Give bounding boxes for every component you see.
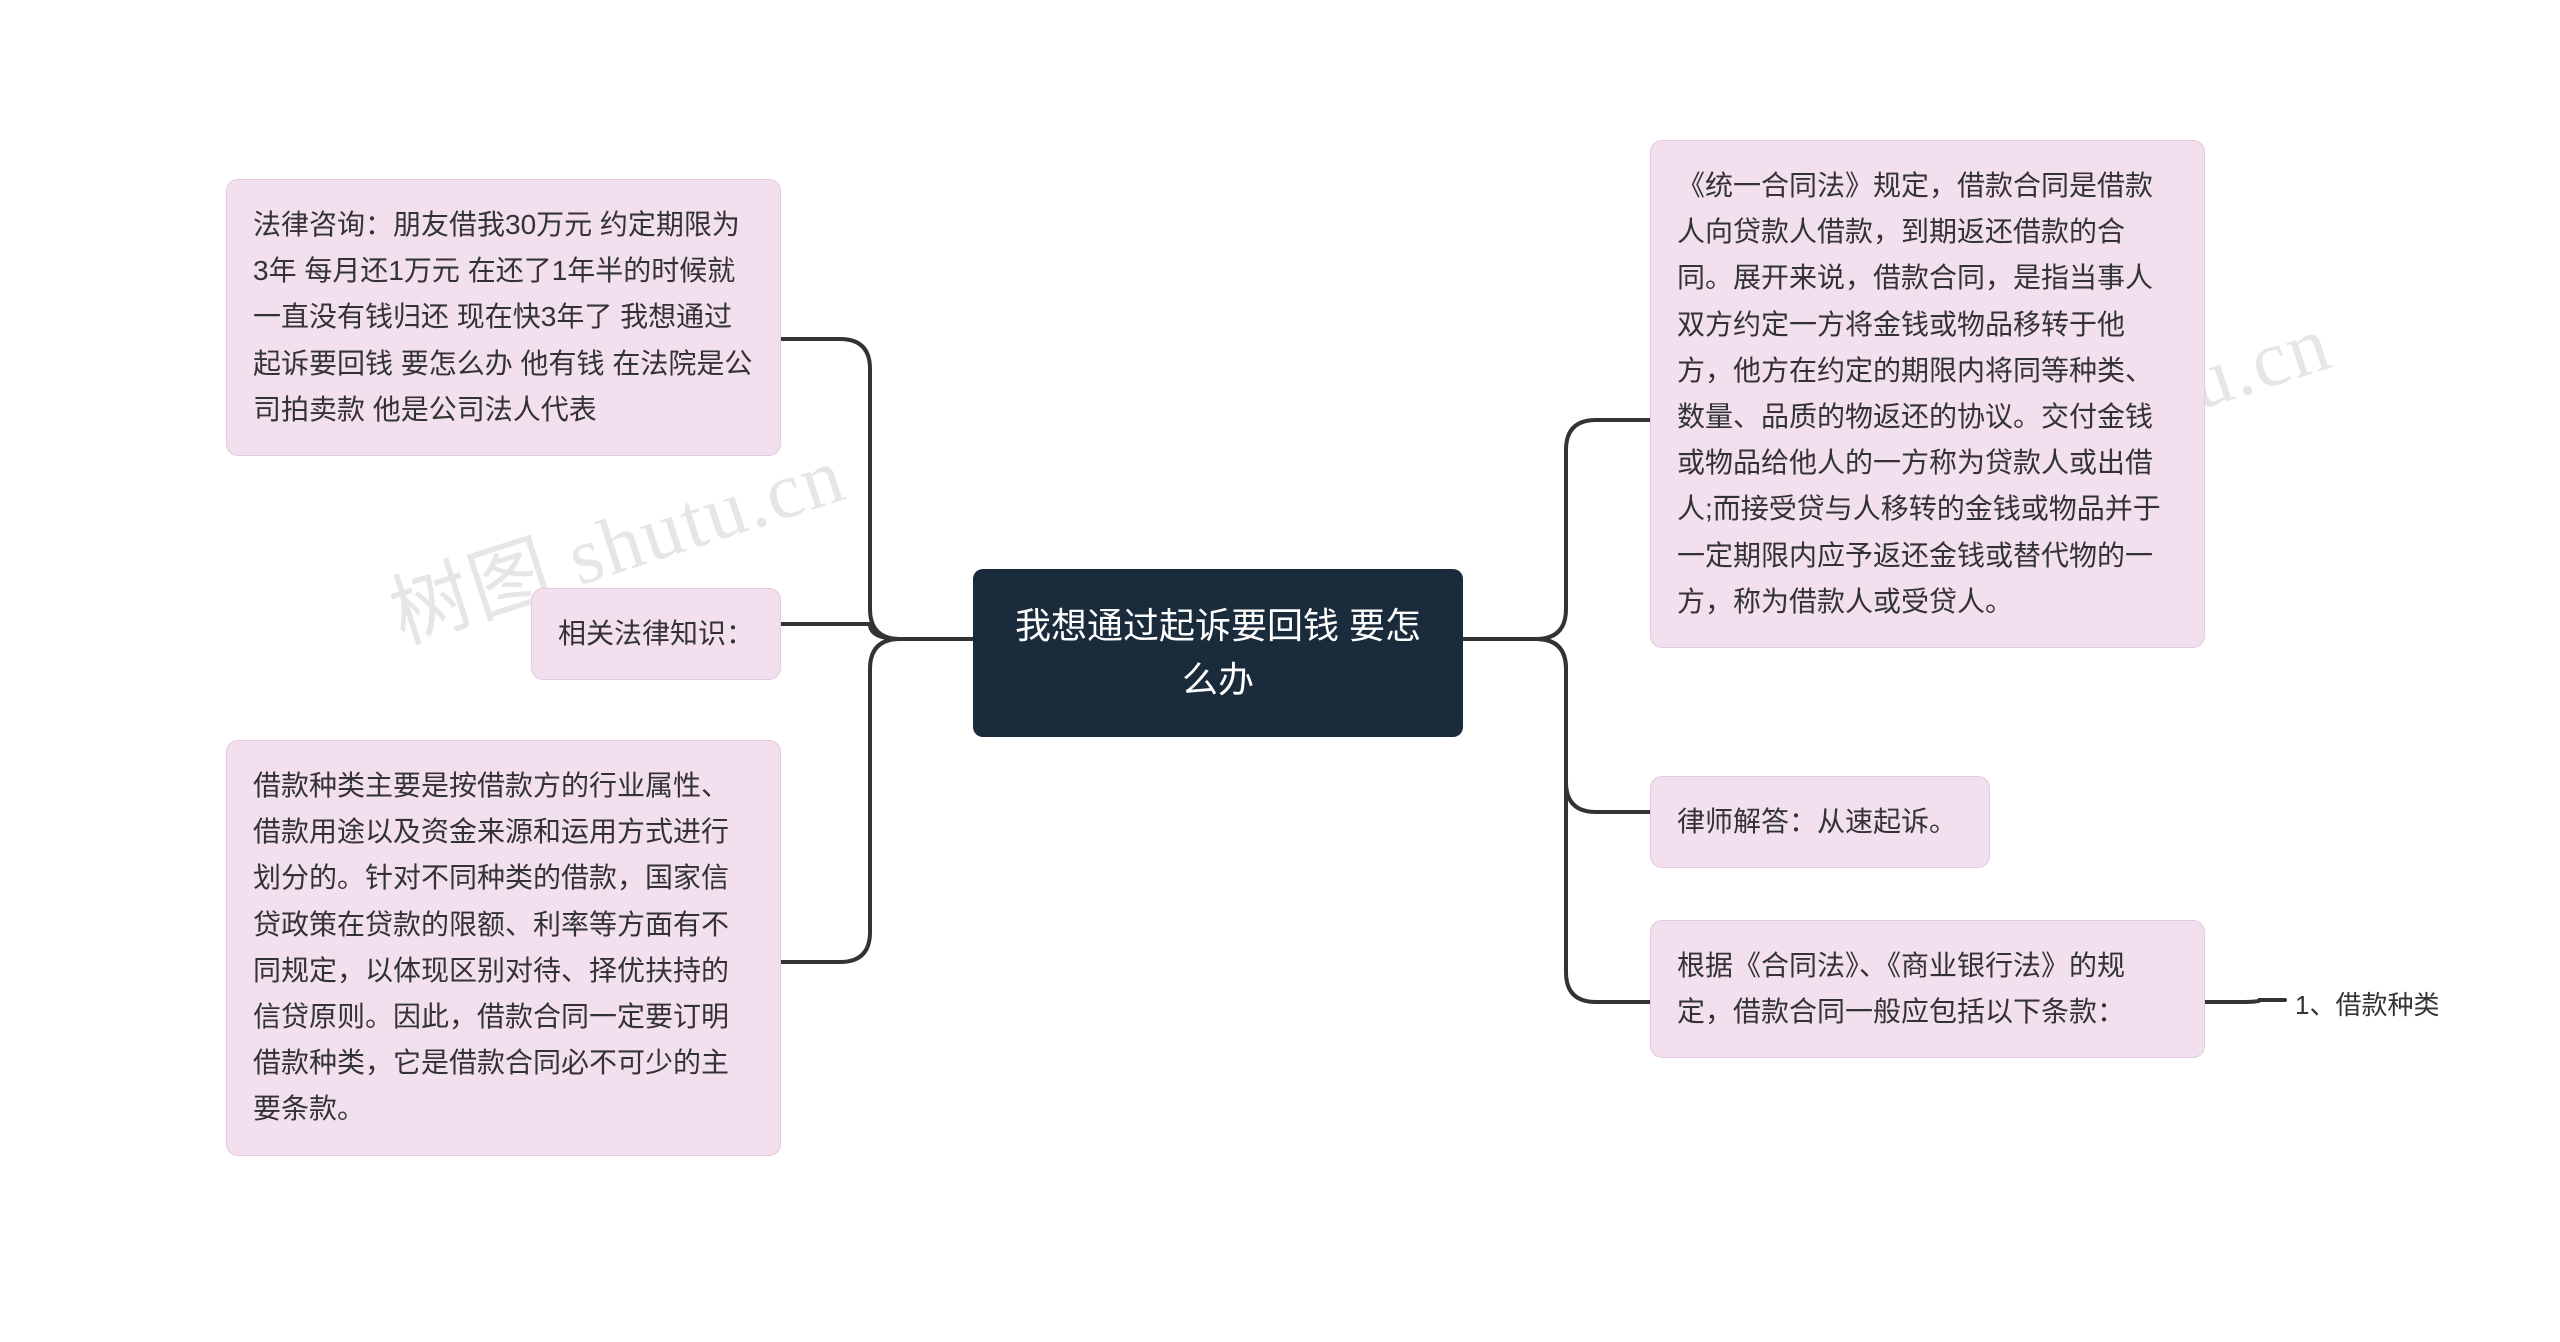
mindmap-canvas: 树图 shutu.cn shutu.cn 我想通过起诉要回钱 要怎么办 法律咨询… <box>0 0 2560 1342</box>
left-node-1[interactable]: 法律咨询：朋友借我30万元 约定期限为3年 每月还1万元 在还了1年半的时候就一… <box>226 179 781 456</box>
right-node-2[interactable]: 律师解答：从速起诉。 <box>1650 776 1990 868</box>
left-node-2[interactable]: 相关法律知识： <box>531 588 781 680</box>
center-node[interactable]: 我想通过起诉要回钱 要怎么办 <box>973 569 1463 737</box>
right-node-3[interactable]: 根据《合同法》、《商业银行法》的规定，借款合同一般应包括以下条款： <box>1650 920 2205 1058</box>
right-node-3-child[interactable]: 1、借款种类 <box>2285 978 2485 1033</box>
right-node-1[interactable]: 《统一合同法》规定，借款合同是借款人向贷款人借款，到期返还借款的合同。展开来说，… <box>1650 140 2205 648</box>
left-node-3[interactable]: 借款种类主要是按借款方的行业属性、借款用途以及资金来源和运用方式进行划分的。针对… <box>226 740 781 1156</box>
